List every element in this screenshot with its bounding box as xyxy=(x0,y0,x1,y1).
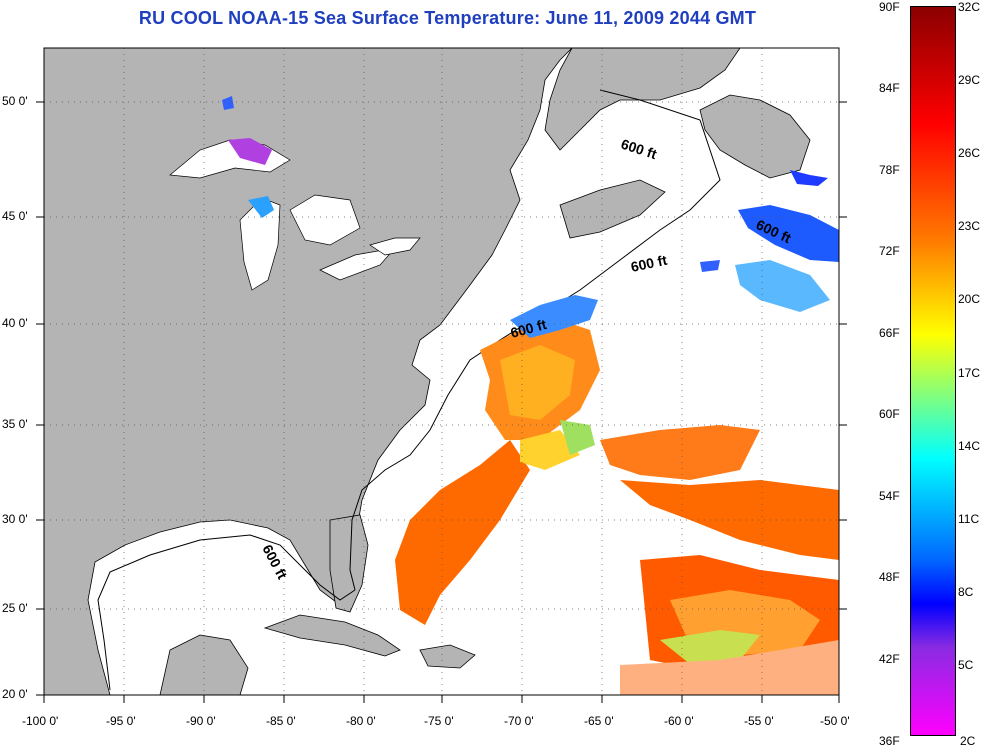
lon-label: -100 0' xyxy=(22,714,59,728)
grid-lines xyxy=(44,48,839,695)
lat-label: 50 0' xyxy=(2,94,28,108)
lon-label: -95 0' xyxy=(106,714,136,728)
temperature-colorbar xyxy=(910,6,956,736)
colorbar-c-label: 20C xyxy=(958,292,981,306)
colorbar-f-label: 84F xyxy=(879,81,900,95)
land-florida xyxy=(329,514,369,613)
contour-label: 600 ft xyxy=(629,252,668,275)
sst-gulf-stream xyxy=(395,320,839,695)
lon-label: -70 0' xyxy=(504,714,534,728)
lon-label: -55 0' xyxy=(744,714,774,728)
colorbar-f-label: 36F xyxy=(879,734,900,748)
colorbar-c-label: 17C xyxy=(958,366,981,380)
land-nova-scotia xyxy=(559,179,666,239)
colorbar-f-label: 72F xyxy=(879,244,900,258)
lon-label: -80 0' xyxy=(346,714,376,728)
land-cuba xyxy=(263,614,401,657)
colorbar-c-label: 2C xyxy=(960,734,976,748)
lat-label: 40 0' xyxy=(2,316,28,330)
axis-ticks xyxy=(36,101,847,703)
colorbar-c-label: 11C xyxy=(958,512,980,526)
lon-label: -65 0' xyxy=(584,714,614,728)
lat-label: 30 0' xyxy=(2,512,28,526)
lat-label: 25 0' xyxy=(2,601,28,615)
colorbar-f-label: 66F xyxy=(879,326,900,340)
land-north-america xyxy=(44,48,573,695)
lon-label: -90 0' xyxy=(186,714,216,728)
colorbar-f-label: 60F xyxy=(879,407,900,421)
sst-data xyxy=(222,96,839,695)
colorbar-c-label: 8C xyxy=(958,585,974,599)
colorbar-c-label: 32C xyxy=(958,0,981,14)
lon-label: -85 0' xyxy=(266,714,296,728)
lat-label: 35 0' xyxy=(2,417,28,431)
lon-label: -50 0' xyxy=(820,714,850,728)
land-quebec-labrador xyxy=(544,48,741,151)
colorbar-f-label: 48F xyxy=(879,570,900,584)
lat-label: 45 0' xyxy=(2,209,28,223)
colorbar-c-label: 26C xyxy=(958,146,981,160)
colorbar-f-label: 42F xyxy=(879,652,900,666)
lon-label: -60 0' xyxy=(664,714,694,728)
map-title: RU COOL NOAA-15 Sea Surface Temperature:… xyxy=(138,8,757,28)
lat-label: 20 0' xyxy=(2,687,28,701)
sst-northern-cool-water xyxy=(510,170,839,338)
colorbar-c-label: 23C xyxy=(958,219,981,233)
land-yucatan xyxy=(159,634,249,695)
colorbar-c-label: 29C xyxy=(958,73,981,87)
colorbar-f-label: 90F xyxy=(879,0,900,14)
colorbar-c-label: 14C xyxy=(958,439,981,453)
lon-label: -75 0' xyxy=(424,714,454,728)
colorbar-f-label: 54F xyxy=(879,489,900,503)
land-newfoundland xyxy=(699,94,811,179)
sst-lake-data xyxy=(222,96,274,218)
colorbar-c-label: 5C xyxy=(958,658,974,672)
colorbar-f-label: 78F xyxy=(879,163,900,177)
land-hispaniola xyxy=(419,644,476,669)
